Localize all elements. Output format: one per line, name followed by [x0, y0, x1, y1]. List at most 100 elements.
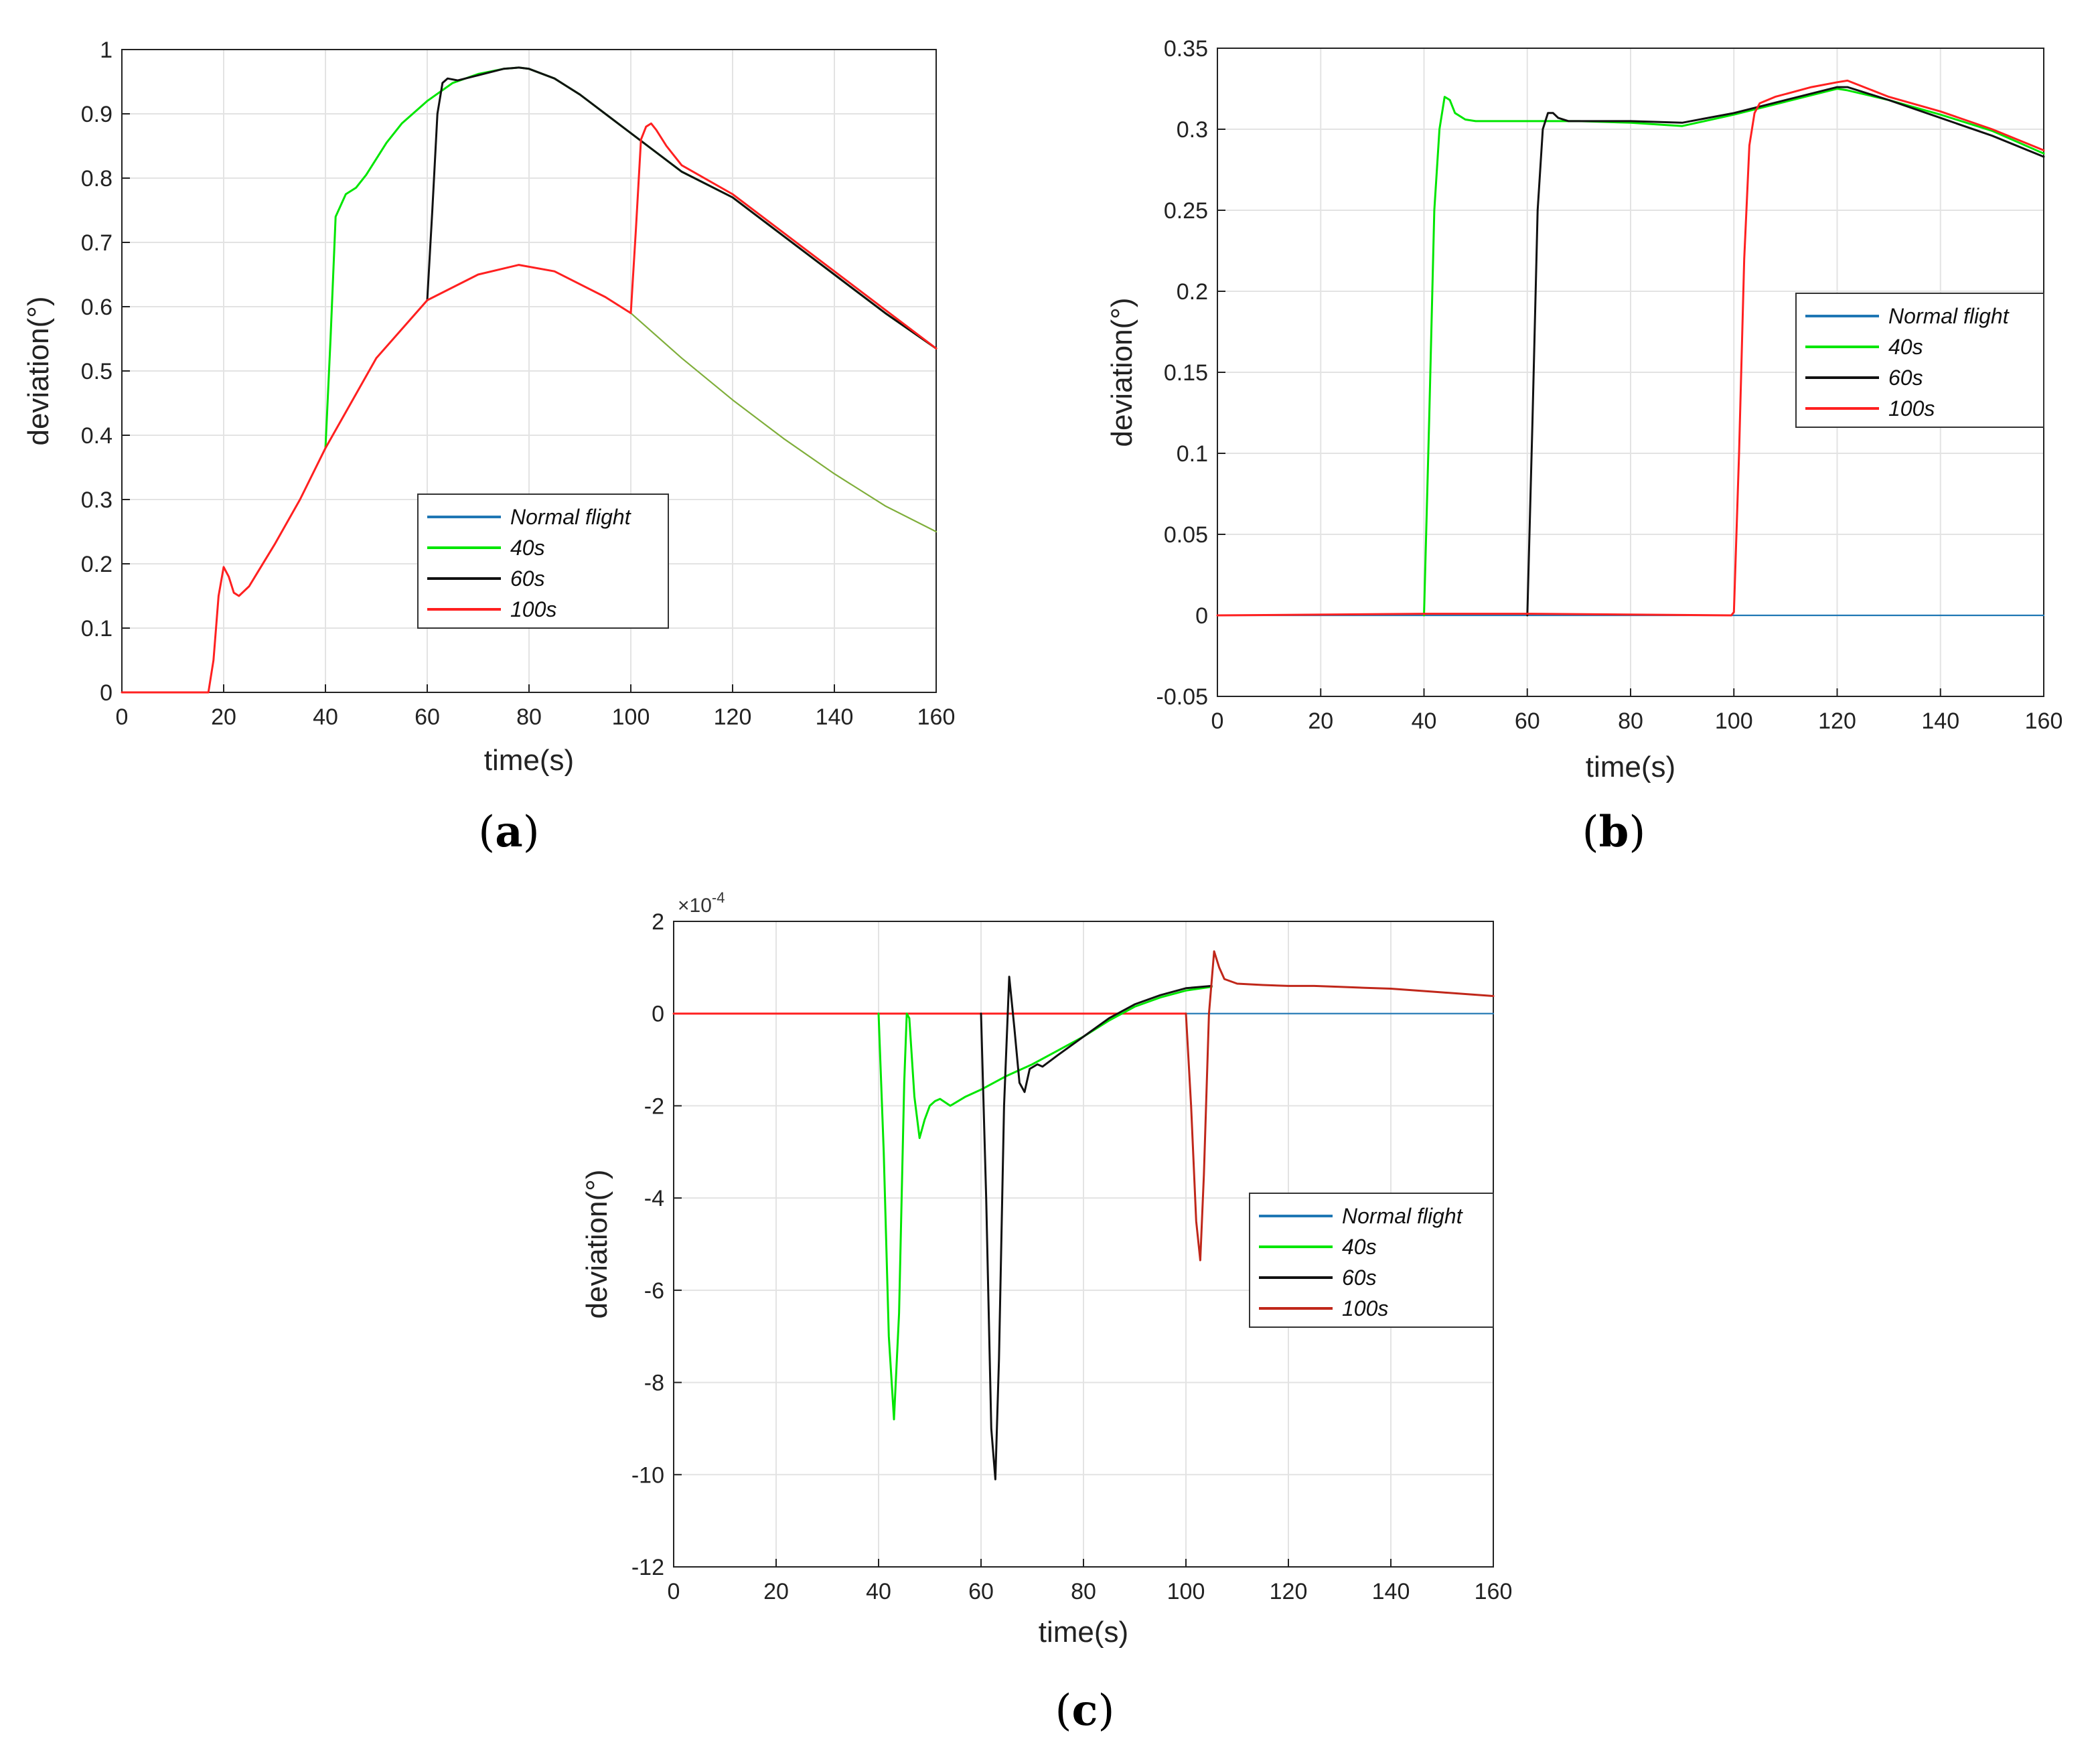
caption-open: ( [1582, 808, 1599, 857]
y-tick-label: 2 [652, 909, 664, 935]
y-tick-label: -8 [644, 1371, 664, 1396]
y-exponent-label: ×10-4 [678, 889, 725, 917]
caption-close: ) [1098, 1686, 1114, 1736]
series-line [980, 976, 1213, 1480]
legend: Normal flight 40s 60s 100s [1795, 293, 2044, 428]
x-tick-label: 160 [2025, 708, 2063, 734]
y-tick-label: 0 [100, 680, 112, 706]
y-tick-label: 0.3 [81, 487, 112, 513]
x-tick-label: 120 [714, 704, 752, 730]
y-tick-label: 0.1 [1177, 441, 1208, 467]
x-tick-label: 20 [211, 704, 236, 730]
x-tick-label: 120 [1270, 1579, 1308, 1604]
y-tick-label: 0.9 [81, 102, 112, 127]
x-tick-label: 80 [516, 704, 542, 730]
caption-close: ) [1629, 808, 1645, 857]
y-tick-label: 0.4 [81, 423, 112, 449]
caption-close: ) [523, 808, 540, 857]
y-tick-label: -6 [644, 1278, 664, 1304]
y-tick-label: 0.7 [81, 230, 112, 256]
x-tick-label: 140 [1372, 1579, 1410, 1604]
legend-label: 40s [1888, 335, 1923, 359]
y-tick-label: 0.3 [1177, 117, 1208, 143]
legend: Normal flight 40s 60s 100s [417, 493, 669, 629]
panel-caption: (b) [1582, 807, 1646, 857]
y-tick-label: 0.6 [81, 295, 112, 320]
legend-label: Normal flight [510, 505, 631, 529]
series-line [1526, 86, 2045, 617]
x-tick-label: 140 [816, 704, 854, 730]
chart-panel-a: 0 20 40 60 80 100 120 140 160 0 0.1 0.2 0.3 0.4 0.5 0.6… [22, 37, 955, 857]
x-axis-label: time(s) [484, 744, 574, 777]
y-tick-label: 0.15 [1164, 360, 1208, 386]
y-tick-label: 0.1 [81, 616, 112, 641]
y-tick-label: 0.2 [1177, 279, 1208, 305]
y-tick-label: 1 [100, 37, 112, 63]
chart-panel-b: 0 20 40 60 80 100 120 140 160-0.0500.050.10.150.… [1106, 36, 2062, 857]
x-tick-label: 0 [116, 704, 129, 730]
x-tick-label: 60 [415, 704, 440, 730]
series-line [629, 312, 937, 533]
y-axis-label: deviation(°) [22, 296, 55, 445]
y-tick-label: 0 [1195, 603, 1208, 629]
legend-label: 60s [1888, 366, 1923, 390]
caption-letter: b [1599, 807, 1629, 857]
x-tick-label: 0 [1211, 708, 1224, 734]
caption-open: ( [478, 808, 495, 857]
y-tick-label: 0.2 [81, 552, 112, 577]
x-tick-label: 80 [1618, 708, 1643, 734]
y-axis-label: deviation(°) [1106, 297, 1138, 447]
chart-panel-c: 0 20 40 60 80 100 120 140 160 -12 -10 -8 -6 -4 -2 0 2 ×10… [581, 889, 1512, 1736]
y-tick-label: 0.5 [81, 359, 112, 384]
y-tick-label: 0.35 [1164, 36, 1208, 62]
x-axis-label: time(s) [1586, 751, 1675, 783]
panel-caption: (c) [1055, 1685, 1115, 1736]
series-line [877, 986, 1213, 1421]
legend-label: 100s [1888, 396, 1935, 421]
x-tick-label: 160 [1475, 1579, 1513, 1604]
legend-label: 60s [510, 566, 545, 591]
legend-label: 40s [1342, 1235, 1377, 1259]
legend-label: 40s [510, 536, 545, 560]
x-tick-label: 20 [763, 1579, 789, 1604]
y-axis-label: deviation(°) [581, 1169, 613, 1318]
x-tick-label: 40 [866, 1579, 891, 1604]
x-tick-label: 140 [1921, 708, 1959, 734]
x-tick-label: 60 [1515, 708, 1540, 734]
x-tick-label: 120 [1818, 708, 1856, 734]
legend: Normal flight 40s 60s 100s [1249, 1193, 1494, 1328]
y-tick-label: -10 [631, 1462, 664, 1488]
series-line [121, 122, 937, 694]
caption-letter: a [495, 807, 522, 857]
x-tick-label: 100 [1167, 1579, 1205, 1604]
legend-label: 100s [510, 597, 556, 621]
caption-open: ( [1055, 1686, 1072, 1736]
caption-letter: c [1072, 1685, 1098, 1736]
y-tick-label: -0.05 [1156, 684, 1209, 710]
x-tick-label: 60 [968, 1579, 994, 1604]
x-tick-label: 160 [917, 704, 956, 730]
legend-label: 100s [1342, 1296, 1388, 1320]
y-tick-label: -4 [644, 1186, 664, 1211]
legend-label: Normal flight [1342, 1204, 1463, 1228]
y-tick-label: 0.25 [1164, 198, 1208, 224]
x-tick-label: 40 [313, 704, 338, 730]
legend-label: Normal flight [1888, 304, 2010, 328]
x-tick-label: 80 [1071, 1579, 1096, 1604]
legend-label: 60s [1342, 1266, 1377, 1290]
x-tick-label: 100 [612, 704, 650, 730]
y-tick-label: 0.8 [81, 166, 112, 192]
series-line [1216, 79, 2045, 617]
series-line [1185, 950, 1495, 1262]
x-tick-label: 100 [1715, 708, 1753, 734]
y-tick-label: -2 [644, 1093, 664, 1119]
y-tick-label: 0 [652, 1002, 664, 1027]
x-axis-label: time(s) [1039, 1616, 1128, 1649]
x-tick-label: 0 [668, 1579, 680, 1604]
x-tick-label: 40 [1412, 708, 1437, 734]
exponent-power: -4 [712, 889, 725, 906]
exponent-base: ×10 [678, 895, 712, 917]
y-tick-label: 0.05 [1164, 522, 1208, 548]
series-line [426, 66, 937, 350]
